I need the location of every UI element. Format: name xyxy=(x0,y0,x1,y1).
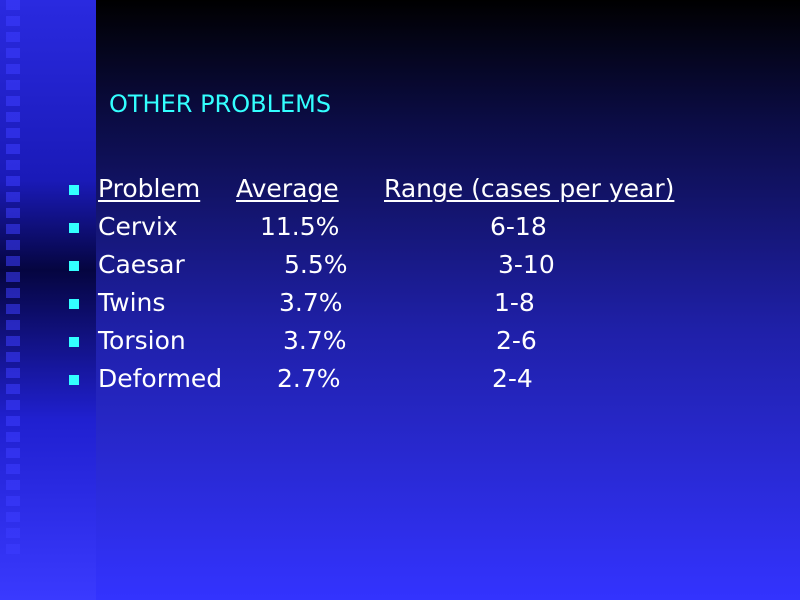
range-cell: 2-4 xyxy=(492,364,533,393)
table-row: Deformed 2.7% 2-4 xyxy=(0,362,800,398)
table-row: Torsion 3.7% 2-6 xyxy=(0,324,800,360)
bullet-icon xyxy=(69,223,79,233)
table-header-row: Problem Average Range (cases per year) xyxy=(0,172,800,208)
bullet-icon xyxy=(69,375,79,385)
header-range: Range (cases per year) xyxy=(384,174,675,203)
bullet-icon xyxy=(69,299,79,309)
average-cell: 3.7% xyxy=(279,288,343,317)
problem-cell: Caesar xyxy=(98,250,185,279)
average-cell: 5.5% xyxy=(284,250,348,279)
header-problem: Problem xyxy=(98,174,201,203)
table-row: Twins 3.7% 1-8 xyxy=(0,286,800,322)
average-cell: 11.5% xyxy=(260,212,340,241)
table-row: Caesar 5.5% 3-10 xyxy=(0,248,800,284)
range-cell: 1-8 xyxy=(494,288,535,317)
table-row: Cervix 11.5% 6-18 xyxy=(0,210,800,246)
average-cell: 2.7% xyxy=(277,364,341,393)
problem-cell: Torsion xyxy=(98,326,186,355)
range-cell: 2-6 xyxy=(496,326,537,355)
range-cell: 3-10 xyxy=(498,250,555,279)
problem-cell: Twins xyxy=(98,288,166,317)
problem-cell: Cervix xyxy=(98,212,178,241)
header-average: Average xyxy=(236,174,339,203)
problem-cell: Deformed xyxy=(98,364,223,393)
decorative-left-strip xyxy=(0,0,96,600)
bullet-icon xyxy=(69,261,79,271)
average-cell: 3.7% xyxy=(283,326,347,355)
slide-title: OTHER PROBLEMS xyxy=(109,90,332,118)
bullet-icon xyxy=(69,337,79,347)
bullet-icon xyxy=(69,185,79,195)
range-cell: 6-18 xyxy=(490,212,547,241)
